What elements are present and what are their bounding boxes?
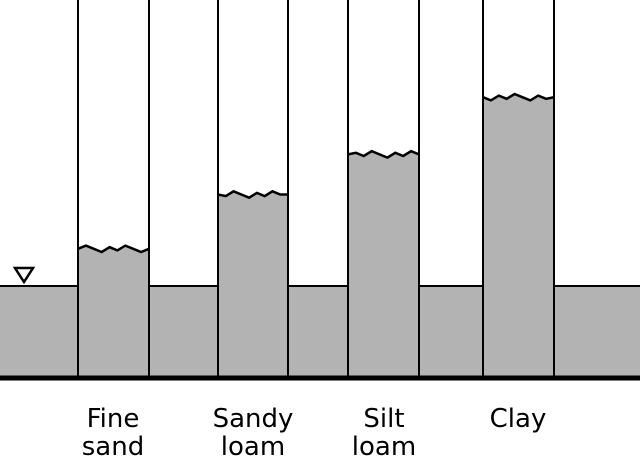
label-silt-loam: Silt loam — [351, 404, 417, 462]
capillary-fill-clay — [483, 94, 554, 378]
capillary-fill-fine-sand — [78, 245, 149, 378]
label-sandy-loam: Sandy loam — [212, 404, 294, 462]
label-clay: Clay — [489, 404, 547, 434]
capillary-surface-sandy-loam — [217, 189, 288, 200]
capillary-fill-sandy-loam — [218, 191, 288, 378]
capillary-fill-silt-loam — [348, 151, 419, 378]
capillary-surface-clay — [482, 92, 555, 102]
soil-columns — [77, 0, 555, 378]
capillary-surface-silt-loam — [347, 149, 420, 159]
inverted-triangle-icon — [12, 266, 36, 285]
label-fine-sand: Fine sand — [81, 404, 145, 462]
capillary-surface-fine-sand — [77, 244, 150, 254]
